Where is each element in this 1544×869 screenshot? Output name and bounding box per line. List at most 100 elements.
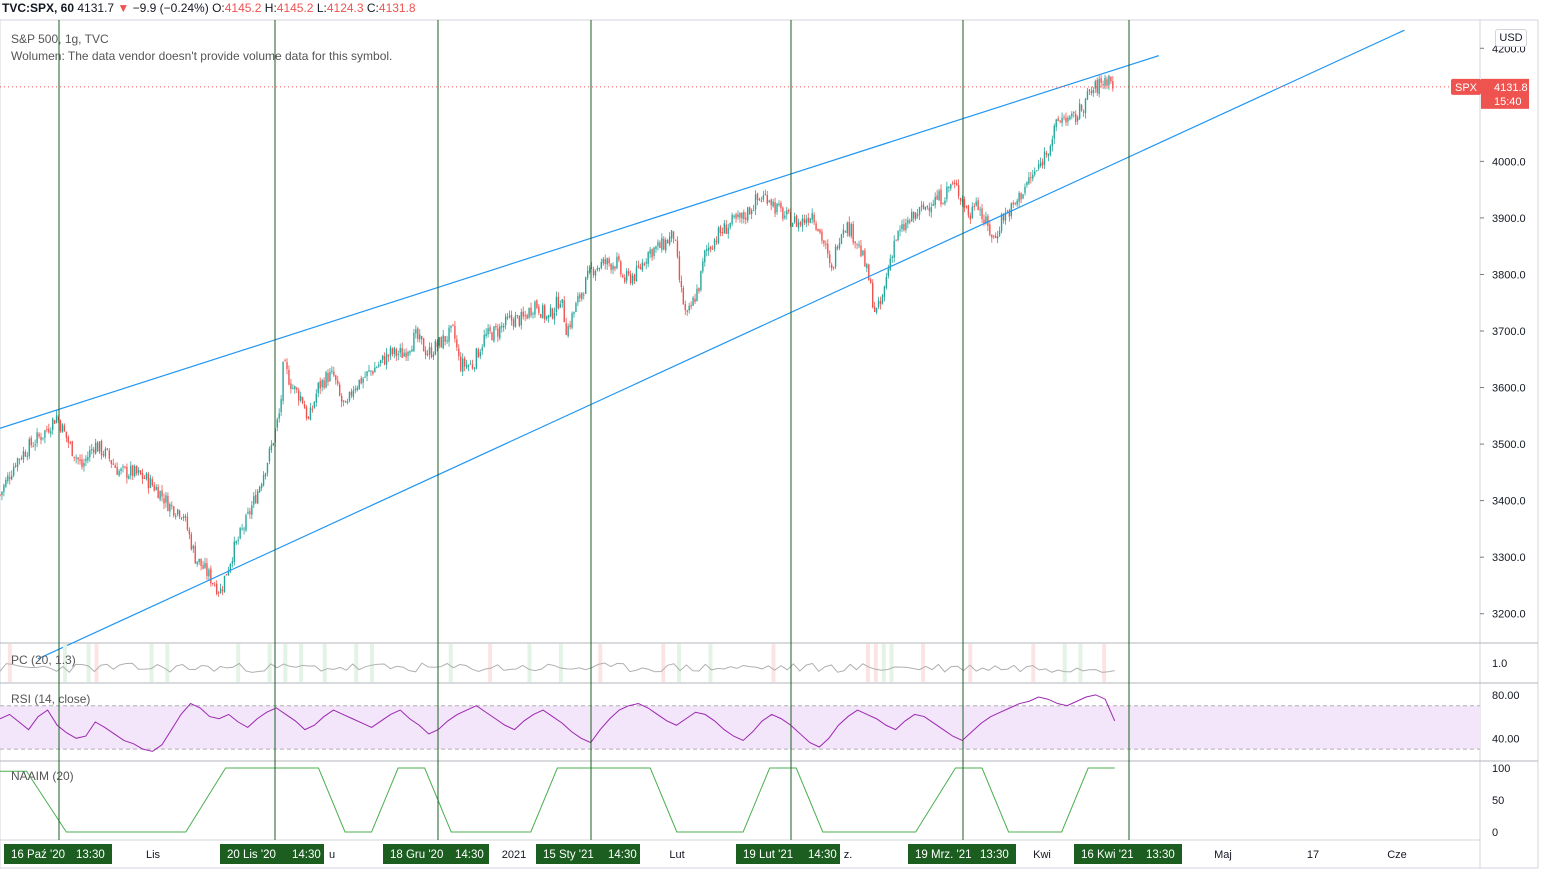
candle-body	[864, 250, 866, 267]
candle-body	[559, 304, 562, 308]
candle-body	[495, 326, 497, 328]
candle-body	[953, 182, 956, 184]
pc-shade-bar	[598, 644, 603, 682]
candle-body	[192, 545, 194, 549]
candle-body	[73, 456, 75, 458]
candle-body	[748, 207, 751, 215]
candle-body	[313, 402, 316, 408]
candle-body	[791, 223, 794, 227]
candle-body	[674, 239, 677, 241]
candle-body	[378, 364, 380, 367]
candle-body	[1037, 164, 1040, 169]
symbol-name[interactable]: TVC:SPX, 60	[2, 1, 75, 15]
highlight-date-bg	[383, 844, 489, 864]
candle-body	[206, 563, 208, 577]
pc-shade-bar	[62, 644, 67, 682]
candle-body	[1, 491, 3, 496]
naaim-indicator-label[interactable]: NAAIM (20)	[11, 769, 74, 783]
candle-body	[67, 437, 70, 443]
candle-body	[22, 451, 25, 460]
main-series-legend[interactable]: S&P 500, 1g, TVC	[11, 32, 109, 46]
candle-body	[657, 242, 659, 246]
rsi-indicator-label[interactable]: RSI (14, close)	[11, 692, 91, 706]
candle-body	[356, 387, 358, 391]
candle-body	[821, 231, 823, 241]
highlight-date-label: 15 Sty '21 14:30	[536, 844, 640, 864]
candle-body	[358, 379, 360, 389]
candle-body	[173, 506, 175, 516]
candle-body	[253, 495, 255, 505]
candle-body	[368, 370, 370, 372]
pc-indicator-label[interactable]: PC (20, 1.3)	[11, 653, 76, 667]
pc-shade-bar	[370, 644, 374, 682]
rsi-line	[0, 694, 1116, 752]
candle-body	[858, 244, 860, 246]
pc-shade-bar	[677, 644, 682, 682]
candle-body	[346, 401, 349, 403]
candle-body	[175, 515, 177, 517]
highlight-date-bg	[4, 844, 112, 864]
candle-body	[258, 486, 261, 493]
candle-body	[151, 479, 153, 486]
candle-body	[411, 349, 413, 352]
highlight-time-text: 13:30	[980, 849, 1009, 861]
candle-body	[715, 240, 718, 242]
candle-body	[516, 315, 519, 317]
candle-body	[1030, 177, 1032, 179]
candle-body	[840, 234, 843, 244]
candle-body	[454, 325, 456, 339]
candle-body	[914, 212, 917, 219]
candle-body	[1071, 113, 1073, 117]
candle-body	[458, 348, 460, 357]
candle-body	[782, 207, 784, 219]
candle-body	[624, 277, 626, 283]
currency-button[interactable]: USD	[1495, 29, 1527, 47]
candle-body	[797, 222, 800, 229]
pc-shade-bar	[267, 644, 272, 682]
pc-shade-bar	[558, 644, 563, 682]
candle-body	[450, 325, 452, 328]
candle-body	[1028, 177, 1030, 184]
highlight-date-label: 18 Gru '20 14:30	[383, 844, 489, 864]
candle-body	[465, 364, 468, 368]
naaim-tick-label: 100	[1492, 763, 1510, 775]
candle-body	[325, 372, 327, 388]
candle-body	[83, 463, 85, 467]
candle-body	[700, 270, 702, 291]
candle-body	[924, 206, 927, 210]
candle-body	[957, 185, 960, 197]
time-tick-label: Maj	[1214, 849, 1232, 861]
candle-body	[725, 224, 727, 234]
candle-body	[520, 312, 522, 326]
candle-body	[1047, 153, 1050, 156]
pc-shade-bar	[527, 644, 532, 682]
candle-body	[973, 205, 975, 208]
candle-body	[239, 528, 241, 539]
candle-body	[994, 236, 997, 239]
candle-body	[401, 348, 403, 358]
candle-body	[729, 222, 731, 228]
candle-body	[643, 263, 645, 266]
candle-body	[417, 328, 419, 339]
candle-body	[1057, 118, 1059, 121]
candle-body	[604, 259, 606, 264]
candle-body	[270, 445, 273, 450]
candle-body	[255, 494, 257, 504]
candle-body	[965, 206, 968, 208]
candle-body	[1112, 81, 1114, 89]
candle-body	[717, 227, 720, 244]
candle-body	[399, 348, 401, 353]
candle-body	[81, 459, 83, 468]
candle-body	[79, 459, 81, 461]
highlight-date-text: 16 Kwi '21	[1081, 849, 1134, 861]
candle-body	[747, 207, 749, 221]
candle-body	[210, 568, 212, 584]
candle-body	[838, 243, 841, 248]
candle-body	[752, 210, 755, 212]
candle-body	[780, 202, 782, 209]
candle-body	[352, 390, 355, 397]
candle-body	[852, 224, 854, 243]
candle-body	[676, 240, 679, 257]
candle-body	[692, 297, 694, 306]
